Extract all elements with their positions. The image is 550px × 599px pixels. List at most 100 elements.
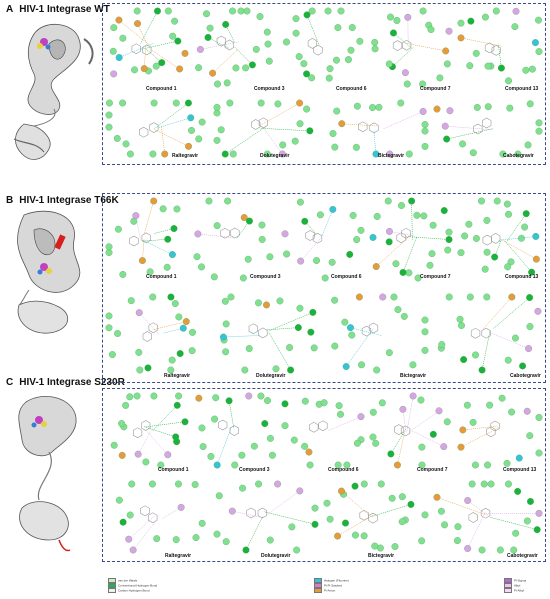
residue-disc	[181, 418, 189, 426]
residue-disc	[290, 436, 298, 444]
residue-disc	[286, 344, 294, 351]
residue-disc	[334, 532, 342, 540]
residue-disc	[135, 309, 143, 317]
label-b-raltegravir: Raltegravir	[164, 373, 191, 379]
residue-disc	[274, 480, 282, 488]
diagram-b-raltegravir	[104, 292, 210, 380]
residue-disc	[333, 107, 341, 115]
residue-disc	[122, 140, 130, 148]
residue-disc	[440, 207, 448, 214]
residue-disc	[308, 7, 316, 15]
interaction-line	[492, 297, 530, 330]
residue-disc	[353, 102, 361, 110]
residue-disc	[483, 293, 491, 301]
residue-disc	[204, 33, 212, 41]
residue-disc	[507, 258, 515, 266]
diagram-a-bictegravir	[322, 98, 430, 164]
residue-disc	[498, 394, 506, 402]
panel-title-c: C HIV-1 Integrase S230R	[6, 377, 125, 388]
diagram-c-bictegravir	[322, 479, 430, 560]
residue-disc	[457, 443, 465, 451]
residue-disc	[229, 150, 237, 158]
ligand-ring	[358, 121, 368, 133]
residue-disc	[535, 414, 543, 421]
residue-disc	[385, 60, 393, 68]
interaction-line	[137, 23, 147, 44]
residue-disc	[360, 532, 368, 540]
residue-disc	[150, 99, 158, 107]
residue-disc	[265, 57, 273, 65]
label-c-raltegravir: Raltegravir	[165, 553, 192, 559]
residue-disc	[414, 274, 422, 282]
residue-disc	[472, 49, 480, 57]
residue-disc	[119, 99, 127, 107]
residue-disc	[127, 297, 135, 305]
residue-disc	[177, 503, 185, 511]
residue-disc	[331, 143, 339, 151]
residue-disc	[493, 197, 501, 205]
residue-disc	[392, 260, 400, 268]
residue-disc	[198, 424, 206, 432]
residue-disc	[213, 103, 221, 111]
residue-disc	[446, 107, 454, 115]
residue-disc	[133, 7, 141, 15]
residue-disc	[421, 346, 429, 354]
interaction-line	[482, 296, 513, 330]
residue-disc	[440, 443, 448, 451]
interaction-line	[261, 490, 300, 519]
residue-disc	[205, 197, 213, 205]
residue-disc	[213, 461, 221, 469]
residue-disc	[457, 19, 465, 27]
ligand-ring	[251, 119, 261, 130]
diagram-a-compound-3	[192, 6, 278, 94]
residue-disc	[429, 221, 437, 229]
residue-disc	[167, 293, 175, 301]
residue-disc	[261, 420, 269, 428]
residue-disc	[478, 546, 486, 554]
interaction-line	[141, 239, 173, 255]
ligand-ring	[482, 117, 492, 129]
residue-disc	[408, 197, 416, 205]
residue-disc	[110, 441, 118, 449]
residue-disc	[391, 543, 399, 551]
residue-disc	[480, 480, 488, 488]
label-c-compound-6: Compound 6	[328, 467, 359, 473]
residue-disc	[512, 529, 520, 537]
residue-disc	[149, 150, 157, 158]
residue-disc	[466, 62, 474, 70]
residue-disc	[245, 392, 253, 400]
interaction-diagram	[437, 293, 542, 374]
residue-disc	[161, 150, 169, 158]
residue-disc	[445, 236, 453, 243]
residue-disc	[188, 347, 196, 355]
interaction-line	[506, 213, 527, 242]
residue-disc	[438, 341, 446, 348]
residue-disc	[421, 316, 429, 324]
interaction-line	[233, 46, 253, 66]
residue-disc	[443, 60, 451, 68]
interaction-line	[152, 405, 178, 432]
residue-disc	[264, 397, 271, 405]
ligand-ring	[257, 507, 267, 519]
protein-structure-wt	[13, 23, 94, 160]
residue-disc	[404, 13, 412, 21]
residue-disc	[172, 536, 180, 544]
residue-disc	[115, 496, 123, 504]
ligand-ring	[258, 327, 268, 339]
residue-disc	[287, 366, 295, 374]
interaction-line	[504, 240, 532, 273]
residue-disc	[514, 487, 522, 495]
residue-disc	[281, 400, 289, 408]
interaction-line	[337, 514, 375, 537]
residue-disc	[467, 17, 475, 25]
residue-disc	[263, 301, 270, 309]
label-a-compound-1: Compound 1	[146, 86, 177, 92]
residue-disc	[499, 150, 507, 158]
legend-swatch	[314, 588, 322, 593]
residue-disc	[305, 448, 313, 456]
residue-disc	[386, 150, 394, 158]
residue-disc	[309, 308, 317, 316]
residue-disc	[522, 210, 530, 218]
residue-disc	[338, 487, 345, 495]
residue-disc	[242, 64, 250, 72]
